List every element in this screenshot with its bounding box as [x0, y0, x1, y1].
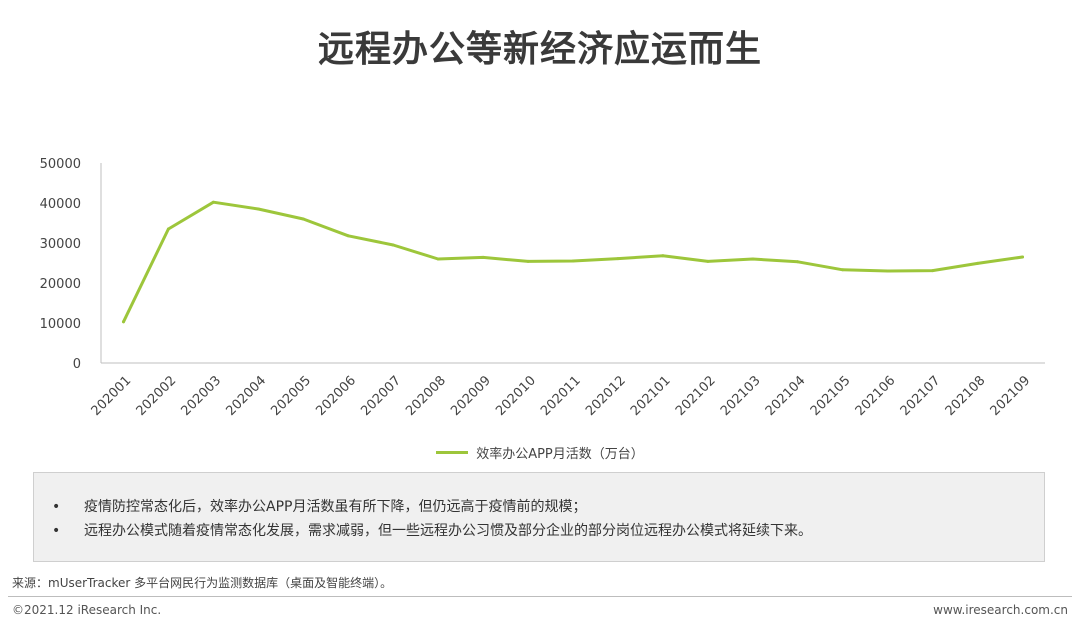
x-tick-label: 202005	[268, 373, 314, 419]
data-point	[571, 259, 575, 263]
notes-box: • 疫情防控常态化后，效率办公APP月活数虽有所下降，但仍远高于疫情前的规模； …	[33, 472, 1045, 562]
legend-swatch	[436, 451, 469, 454]
y-tick-label: 50000	[40, 157, 81, 172]
x-tick-label: 202008	[403, 373, 449, 419]
x-tick-label: 202109	[988, 373, 1034, 419]
x-tick-label: 202102	[673, 373, 719, 419]
x-axis: 202001 202002 202003 202004 202005 202006 2020…	[89, 362, 1045, 419]
data-point	[706, 259, 710, 263]
data-point	[481, 255, 485, 259]
x-tick-label: 202108	[943, 373, 989, 419]
x-tick-label: 202007	[358, 373, 404, 419]
x-tick-label: 202104	[763, 373, 809, 419]
data-point	[301, 217, 305, 221]
y-tick-label: 0	[73, 357, 81, 372]
x-tick-label: 202004	[223, 373, 269, 419]
y-tick-label: 40000	[40, 197, 81, 212]
y-axis: 50000 40000 30000 20000 10000 0	[40, 157, 102, 372]
source-note: 来源：mUserTracker 多平台网民行为监测数据库（桌面及智能终端）。	[12, 576, 393, 590]
note-item: • 疫情防控常态化后，效率办公APP月活数虽有所下降，但仍远高于疫情前的规模；	[52, 495, 1044, 519]
data-point	[1021, 255, 1025, 259]
page-title: 远程办公等新经济应运而生	[317, 29, 762, 70]
y-tick-label: 10000	[40, 317, 81, 332]
data-point	[976, 261, 980, 265]
note-item: • 远程办公模式随着疫情常态化发展，需求减弱，但一些远程办公习惯及部分企业的部分…	[52, 519, 1044, 543]
bullet-icon: •	[52, 523, 61, 539]
data-point	[931, 269, 935, 273]
data-point	[346, 234, 350, 238]
x-tick-label: 202010	[493, 373, 539, 419]
x-tick-label: 202107	[898, 373, 944, 419]
x-tick-label: 202103	[718, 373, 764, 419]
x-tick-label: 202101	[628, 373, 674, 419]
legend-label: 效率办公APP月活数（万台）	[476, 447, 644, 462]
x-tick-label: 202003	[179, 373, 225, 419]
x-tick-label: 202006	[313, 373, 359, 419]
website-url: www.iresearch.com.cn	[933, 603, 1068, 617]
note-text: 疫情防控常态化后，效率办公APP月活数虽有所下降，但仍远高于疫情前的规模；	[84, 499, 587, 515]
bullet-icon: •	[52, 499, 61, 515]
data-point	[751, 257, 755, 261]
chart-legend: 效率办公APP月活数（万台）	[0, 443, 1080, 462]
y-tick-label: 30000	[40, 237, 81, 252]
data-point	[616, 257, 620, 261]
data-point	[166, 227, 170, 231]
y-tick-label: 20000	[40, 277, 81, 292]
data-point	[526, 259, 530, 263]
data-point	[796, 260, 800, 264]
data-point	[436, 257, 440, 261]
series-group	[121, 200, 1025, 324]
x-tick-label: 202106	[853, 373, 899, 419]
data-point	[841, 268, 845, 272]
copyright: ©2021.12 iResearch Inc.	[12, 603, 162, 617]
x-tick-label: 202011	[538, 373, 584, 419]
data-point	[211, 200, 215, 204]
data-point	[391, 243, 395, 247]
data-point	[121, 320, 125, 324]
x-tick-label: 202009	[448, 373, 494, 419]
x-tick-label: 202002	[134, 373, 180, 419]
note-text: 远程办公模式随着疫情常态化发展，需求减弱，但一些远程办公习惯及部分企业的部分岗位…	[84, 523, 812, 539]
data-point	[886, 269, 890, 273]
x-tick-label: 202001	[89, 373, 135, 419]
data-point	[256, 207, 260, 211]
x-tick-label: 202012	[583, 373, 629, 419]
x-tick-label: 202105	[808, 373, 854, 419]
data-point	[661, 254, 665, 258]
footer-divider	[8, 596, 1072, 597]
